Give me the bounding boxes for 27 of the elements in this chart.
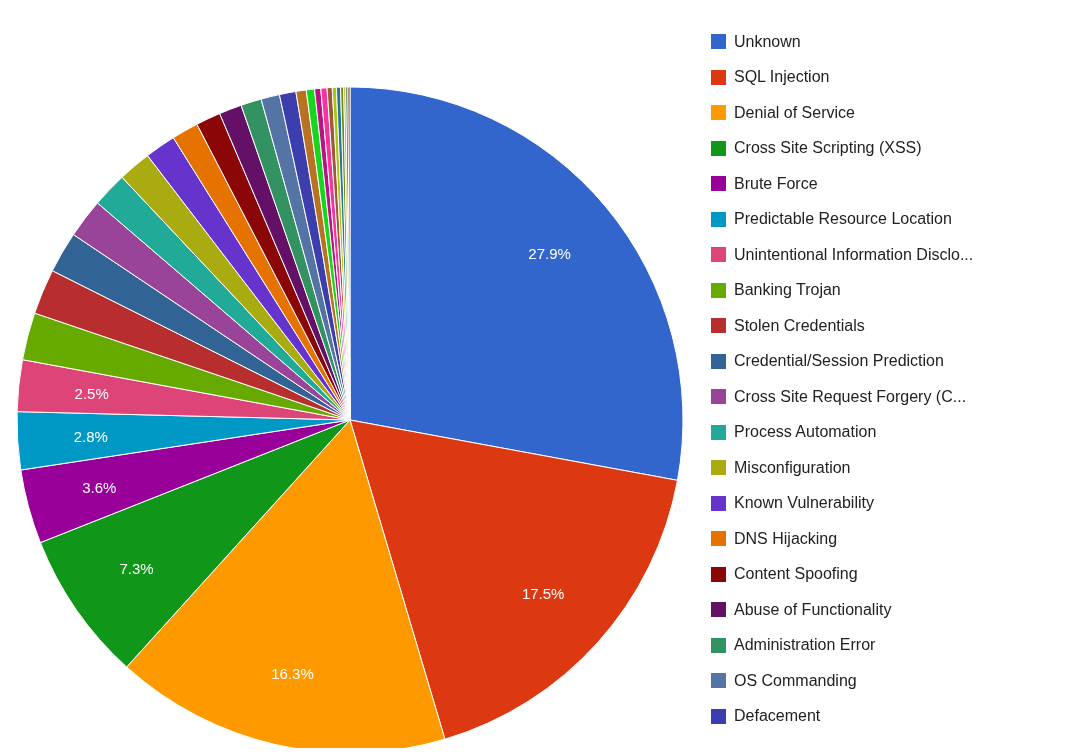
legend-label: Denial of Service [734,103,855,122]
legend-label: Unintentional Information Disclo... [734,245,974,264]
legend-label: SQL Injection [734,68,830,87]
legend-label: Defacement [734,707,821,726]
data-label: 3.6% [82,479,117,497]
data-label: 2.8% [73,427,108,445]
data-label: 16.3% [271,664,314,682]
legend-label: DNS Hijacking [734,529,838,548]
legend-label: Unknown [734,32,801,51]
legend-label: Banking Trojan [734,281,841,300]
legend-label: Misconfiguration [734,458,851,477]
legend-label: Brute Force [734,174,818,193]
legend-label: Cross Site Scripting (XSS) [734,139,922,158]
legend-label: Abuse of Functionality [734,600,892,619]
legend-label: OS Commanding [734,671,857,690]
legend-label: Cross Site Request Forgery (C... [734,387,967,406]
legend-label: Credential/Session Prediction [734,352,944,371]
data-label: 2.5% [74,384,109,402]
data-label: 7.3% [119,559,154,577]
legend-label: Predictable Resource Location [734,210,952,229]
legend-label: Stolen Credentials [734,316,865,335]
legend-label: Process Automation [734,423,877,442]
legend-label: Content Spoofing [734,565,858,584]
data-label: 27.9% [528,245,571,263]
legend-label: Administration Error [734,636,876,655]
legend-label: Known Vulnerability [734,494,874,513]
data-label: 17.5% [521,585,565,603]
